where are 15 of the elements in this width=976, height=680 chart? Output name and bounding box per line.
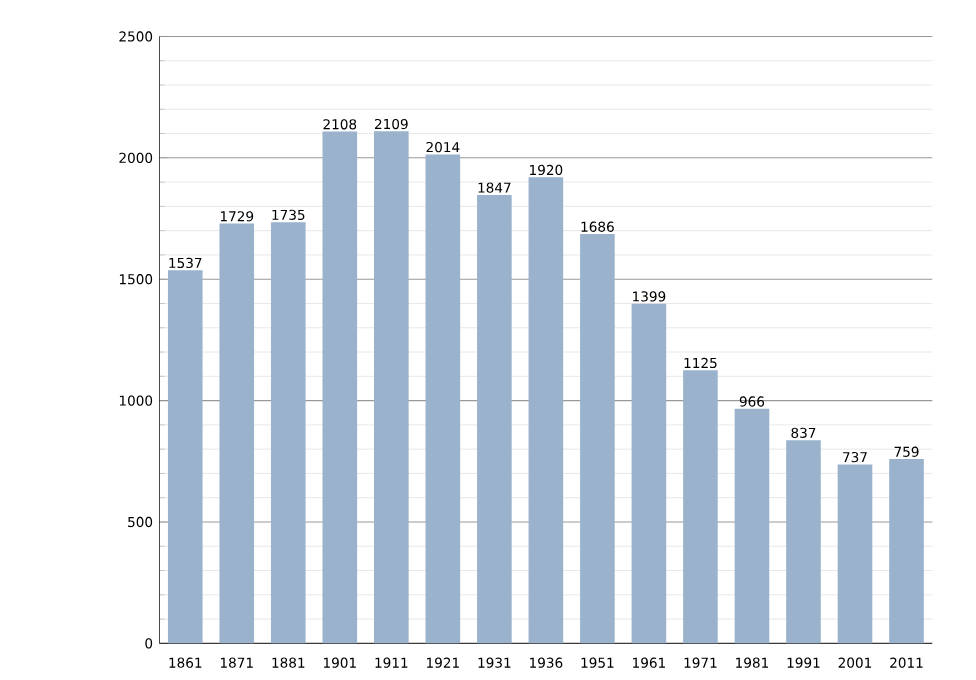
bar xyxy=(322,131,358,644)
bar xyxy=(889,459,924,644)
bar xyxy=(683,370,718,644)
bar xyxy=(425,154,461,644)
bar xyxy=(167,270,203,644)
bar xyxy=(270,222,306,644)
bar xyxy=(631,303,667,644)
bar xyxy=(580,234,615,644)
bar xyxy=(374,131,409,644)
bar xyxy=(786,440,821,644)
bar xyxy=(837,464,873,644)
bar xyxy=(219,223,255,644)
bar xyxy=(734,408,770,644)
bar xyxy=(477,195,512,644)
bar xyxy=(528,177,564,644)
